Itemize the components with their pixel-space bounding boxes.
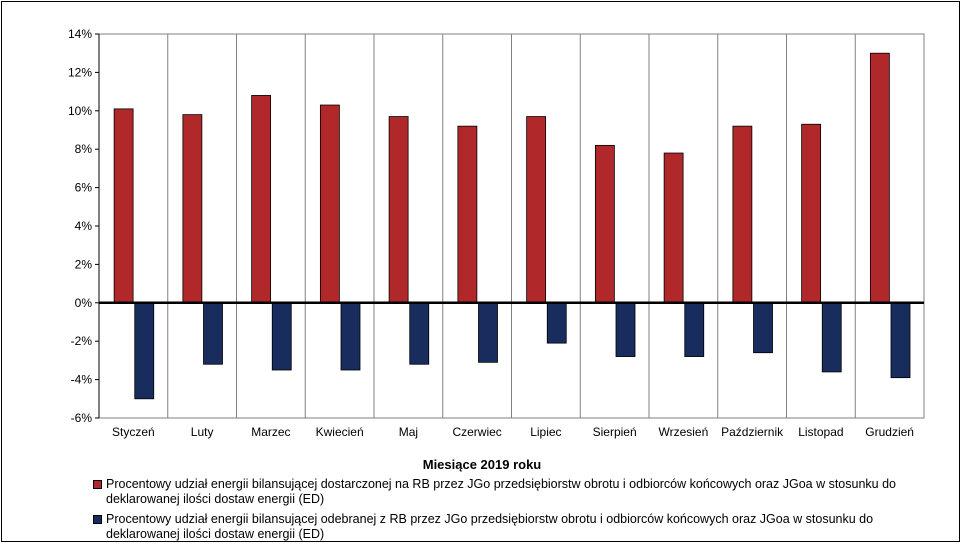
y-tick-label: -2%: [71, 334, 93, 348]
bar-series1: [594, 144, 615, 304]
bar-series2: [134, 302, 155, 400]
x-tick-label: Październik: [721, 425, 784, 439]
bars: [113, 52, 911, 400]
bar-series1: [251, 95, 272, 304]
bar-series2: [821, 302, 842, 373]
bar-series2: [271, 302, 292, 371]
y-tick-label: 4%: [75, 219, 93, 233]
y-axis: -6% -4% -2% 0% 2% 4% 6% 8% 10% 12% 14%: [68, 27, 100, 425]
y-tick-label: 8%: [75, 142, 93, 156]
bar-series2: [409, 302, 430, 365]
bar-series1: [732, 125, 753, 304]
x-tick-label: Lipiec: [530, 425, 561, 439]
legend-item-series1: Procentowy udział energii bilansującej d…: [93, 477, 913, 507]
legend-label-series1: Procentowy udział energii bilansującej d…: [106, 477, 896, 506]
bar-series1: [457, 125, 478, 304]
bar-series1: [113, 108, 134, 304]
y-tick-label: 10%: [68, 104, 92, 118]
x-tick-label: Maj: [399, 425, 418, 439]
bar-series1: [319, 104, 340, 304]
x-tick-label: Kwiecień: [316, 425, 364, 439]
x-tick-label: Styczeń: [112, 425, 155, 439]
x-tick-label: Listopad: [798, 425, 843, 439]
x-tick-label: Luty: [191, 425, 214, 439]
bar-series1: [869, 52, 890, 304]
bar-series2: [203, 302, 223, 365]
bar-series2: [546, 302, 567, 344]
y-tick-label: 14%: [68, 27, 92, 41]
bar-series2: [753, 302, 773, 354]
x-axis-title: Miesiące 2019 roku: [422, 457, 542, 472]
bar-series2: [615, 302, 636, 357]
legend-item-series2: Procentowy udział energii bilansującej o…: [93, 512, 913, 542]
x-tick-label: Grudzień: [865, 425, 914, 439]
x-tick-label: Sierpień: [593, 425, 637, 439]
y-tick-label: 12%: [68, 65, 92, 79]
bar-series2: [684, 302, 705, 357]
legend-swatch-series1: [93, 480, 102, 489]
y-tick-label: 6%: [75, 181, 93, 195]
bar-series2: [890, 302, 911, 379]
bar-series1: [663, 152, 684, 304]
x-tick-label: Marzec: [251, 425, 290, 439]
y-tick-label: 0%: [75, 296, 93, 310]
x-tick-label: Wrzesień: [658, 425, 708, 439]
bar-series1: [388, 116, 409, 304]
bar-series2: [340, 302, 361, 371]
bar-series1: [182, 114, 203, 304]
x-axis: Styczeń Luty Marzec Kwiecień Maj Czerwiec Lipi…: [99, 34, 924, 439]
bar-series1: [801, 123, 822, 304]
legend-label-series2: Procentowy udział energii bilansującej o…: [106, 512, 874, 541]
legend-swatch-series2: [93, 515, 102, 524]
y-tick-label: -6%: [71, 411, 93, 425]
x-tick-label: Czerwiec: [452, 425, 501, 439]
y-tick-label: -4%: [71, 373, 93, 387]
y-tick-label: 2%: [75, 257, 93, 271]
bar-series2: [478, 302, 498, 363]
legend: Procentowy udział energii bilansującej d…: [93, 477, 913, 547]
bar-series1: [526, 116, 547, 304]
